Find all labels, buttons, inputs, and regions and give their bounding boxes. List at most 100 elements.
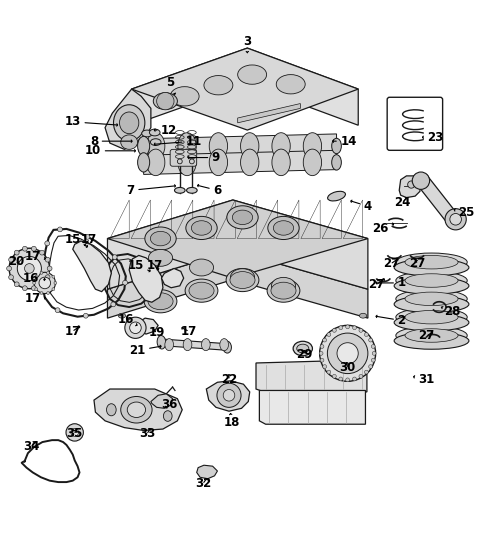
Ellipse shape bbox=[404, 292, 457, 305]
Ellipse shape bbox=[332, 328, 335, 332]
Ellipse shape bbox=[185, 279, 217, 302]
Ellipse shape bbox=[331, 155, 341, 170]
Text: 8: 8 bbox=[90, 135, 132, 148]
Ellipse shape bbox=[183, 339, 192, 350]
Ellipse shape bbox=[237, 65, 266, 84]
Ellipse shape bbox=[146, 149, 165, 175]
Ellipse shape bbox=[31, 286, 36, 291]
Ellipse shape bbox=[153, 93, 177, 110]
Circle shape bbox=[112, 255, 117, 259]
Ellipse shape bbox=[319, 358, 323, 362]
Ellipse shape bbox=[113, 105, 145, 141]
Text: 22: 22 bbox=[220, 373, 237, 386]
Ellipse shape bbox=[7, 266, 12, 271]
Text: 4: 4 bbox=[350, 200, 371, 213]
Polygon shape bbox=[94, 389, 182, 431]
Ellipse shape bbox=[189, 159, 194, 164]
Ellipse shape bbox=[121, 135, 137, 149]
Ellipse shape bbox=[345, 378, 349, 382]
Text: 17: 17 bbox=[64, 325, 81, 338]
Ellipse shape bbox=[363, 370, 367, 374]
Ellipse shape bbox=[393, 332, 468, 349]
Ellipse shape bbox=[148, 293, 173, 310]
Ellipse shape bbox=[35, 275, 38, 278]
Ellipse shape bbox=[15, 250, 19, 255]
Ellipse shape bbox=[145, 227, 176, 250]
Text: 26: 26 bbox=[371, 223, 393, 235]
Text: 29: 29 bbox=[295, 348, 312, 361]
Text: 20: 20 bbox=[8, 255, 24, 268]
Circle shape bbox=[66, 424, 83, 441]
Text: 27: 27 bbox=[382, 257, 398, 270]
Ellipse shape bbox=[106, 404, 116, 416]
Ellipse shape bbox=[272, 133, 289, 159]
Ellipse shape bbox=[201, 339, 210, 350]
Text: 28: 28 bbox=[440, 305, 459, 318]
Text: 35: 35 bbox=[66, 427, 83, 440]
Ellipse shape bbox=[144, 289, 177, 313]
Text: 17: 17 bbox=[25, 292, 45, 305]
Ellipse shape bbox=[395, 326, 466, 345]
Circle shape bbox=[25, 264, 34, 273]
Ellipse shape bbox=[332, 374, 335, 378]
Ellipse shape bbox=[352, 326, 356, 330]
Ellipse shape bbox=[267, 279, 299, 302]
Ellipse shape bbox=[404, 255, 457, 269]
Ellipse shape bbox=[302, 133, 321, 159]
Text: 12: 12 bbox=[154, 124, 177, 136]
Text: 17: 17 bbox=[81, 233, 97, 246]
Polygon shape bbox=[151, 394, 172, 408]
FancyBboxPatch shape bbox=[170, 149, 197, 166]
Ellipse shape bbox=[395, 253, 466, 271]
Ellipse shape bbox=[40, 292, 43, 294]
Polygon shape bbox=[129, 255, 163, 302]
Ellipse shape bbox=[271, 282, 295, 299]
Circle shape bbox=[319, 325, 375, 381]
Circle shape bbox=[156, 93, 174, 110]
Ellipse shape bbox=[371, 345, 375, 348]
Text: 33: 33 bbox=[138, 427, 155, 440]
Ellipse shape bbox=[137, 136, 150, 156]
Ellipse shape bbox=[45, 275, 50, 280]
Polygon shape bbox=[143, 134, 336, 158]
Ellipse shape bbox=[358, 374, 362, 378]
Circle shape bbox=[129, 322, 141, 333]
Ellipse shape bbox=[229, 272, 255, 288]
Ellipse shape bbox=[326, 370, 330, 374]
Polygon shape bbox=[107, 200, 367, 278]
Polygon shape bbox=[197, 465, 217, 479]
Text: 24: 24 bbox=[393, 196, 410, 209]
Circle shape bbox=[39, 277, 50, 289]
Circle shape bbox=[336, 343, 358, 364]
Ellipse shape bbox=[186, 187, 197, 193]
FancyBboxPatch shape bbox=[386, 97, 442, 150]
Ellipse shape bbox=[127, 402, 145, 417]
Ellipse shape bbox=[393, 314, 468, 331]
Ellipse shape bbox=[52, 288, 55, 291]
Polygon shape bbox=[259, 391, 365, 424]
Ellipse shape bbox=[345, 325, 349, 328]
Ellipse shape bbox=[54, 281, 57, 285]
Ellipse shape bbox=[31, 246, 36, 251]
Ellipse shape bbox=[15, 282, 19, 287]
Text: 19: 19 bbox=[148, 326, 165, 339]
Text: 27: 27 bbox=[418, 330, 434, 342]
Polygon shape bbox=[143, 150, 336, 174]
Text: 16: 16 bbox=[23, 272, 45, 285]
Text: 5: 5 bbox=[166, 77, 175, 94]
Ellipse shape bbox=[170, 87, 199, 106]
Ellipse shape bbox=[404, 310, 457, 324]
Ellipse shape bbox=[276, 74, 304, 94]
Ellipse shape bbox=[32, 281, 35, 285]
Ellipse shape bbox=[363, 333, 367, 337]
Ellipse shape bbox=[141, 130, 152, 137]
Text: 31: 31 bbox=[413, 373, 434, 386]
Ellipse shape bbox=[407, 181, 414, 188]
Circle shape bbox=[58, 227, 62, 232]
Ellipse shape bbox=[203, 75, 232, 95]
Polygon shape bbox=[161, 269, 183, 288]
Text: 27: 27 bbox=[368, 278, 384, 291]
Ellipse shape bbox=[338, 326, 342, 330]
Circle shape bbox=[223, 389, 234, 401]
Ellipse shape bbox=[165, 339, 173, 350]
